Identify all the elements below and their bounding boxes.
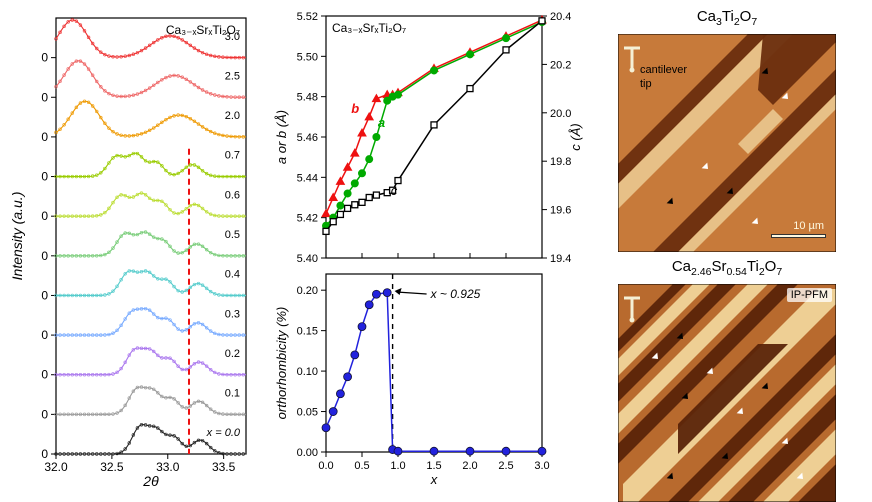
svg-text:1.0: 1.0 [390,460,405,472]
svg-text:2.0: 2.0 [462,460,477,472]
svg-text:c: c [391,183,398,198]
svg-text:0: 0 [41,209,48,223]
svg-text:1.5: 1.5 [426,460,441,472]
scale-bar [771,234,826,238]
svg-text:19.6: 19.6 [550,205,571,217]
svg-text:2.5: 2.5 [498,460,513,472]
svg-text:orthorhombicity (%): orthorhombicity (%) [274,307,289,420]
svg-text:32.5: 32.5 [100,460,124,474]
svg-text:0: 0 [41,368,48,382]
svg-text:5.40: 5.40 [297,253,318,265]
svg-text:0.2: 0.2 [225,348,240,360]
svg-text:33.0: 33.0 [156,460,180,474]
svg-text:c (Å): c (Å) [568,123,583,150]
svg-text:0.15: 0.15 [297,326,318,338]
svg-text:Ca₃₋ₓSrₓTi₂O₇: Ca₃₋ₓSrₓTi₂O₇ [332,21,406,35]
svg-text:2.0: 2.0 [225,110,240,122]
svg-text:x: x [430,472,438,487]
svg-text:3.0: 3.0 [225,31,240,43]
svg-text:0: 0 [41,90,48,104]
svg-text:a: a [378,115,385,130]
svg-text:5.46: 5.46 [297,132,318,144]
svg-text:0: 0 [41,328,48,342]
svg-text:Intensity (a.u.): Intensity (a.u.) [9,192,25,281]
svg-text:0.1: 0.1 [225,388,240,400]
svg-text:0.00: 0.00 [297,447,318,459]
pfm-top-image: cantilever tip 10 µm [618,34,836,252]
svg-text:0: 0 [41,407,48,421]
ip-pfm-tag: IP-PFM [787,288,832,302]
svg-text:0.20: 0.20 [297,285,318,297]
svg-text:b: b [351,101,359,116]
svg-text:5.50: 5.50 [297,51,318,63]
svg-text:2θ: 2θ [142,473,159,489]
svg-text:0.5: 0.5 [225,229,240,241]
svg-text:33.5: 33.5 [212,460,236,474]
pfm-images-panel: Ca3Ti2O7 cantilever tip 10 µm Ca2.46Sr0.… [602,8,852,492]
svg-text:0: 0 [41,447,48,461]
svg-text:5.42: 5.42 [297,213,318,225]
svg-text:20.0: 20.0 [550,108,571,120]
svg-text:5.44: 5.44 [297,172,318,184]
scale-bar-text: 10 µm [793,220,824,232]
svg-text:0: 0 [41,51,48,65]
svg-text:0.10: 0.10 [297,366,318,378]
svg-text:2.5: 2.5 [225,70,240,82]
lattice-params-panel: 5.40 5.42 5.44 5.46 5.48 5.50 5.52 19.4 19.6 19.8… [270,8,590,492]
svg-text:32.0: 32.0 [44,460,68,474]
svg-text:0.05: 0.05 [297,407,318,419]
svg-text:a or b (Å): a or b (Å) [274,110,289,164]
svg-text:5.52: 5.52 [297,11,318,23]
svg-text:3.0: 3.0 [534,460,549,472]
svg-text:0: 0 [41,130,48,144]
xrd-intensity-chart: 32.0 32.5 33.0 33.5 0 0 0 0 0 0 0 0 0 0 0 2θ Intensity (… [8,8,258,492]
svg-text:19.8: 19.8 [550,156,571,168]
svg-text:5.48: 5.48 [297,92,318,104]
svg-text:0.7: 0.7 [225,150,240,162]
svg-text:x ~ 0.925: x ~ 0.925 [430,287,481,301]
svg-text:19.4: 19.4 [550,253,571,265]
svg-text:0.6: 0.6 [225,189,240,201]
svg-text:0.0: 0.0 [318,460,333,472]
pfm-bottom-image: IP-PFM [618,284,836,502]
svg-text:0.3: 0.3 [225,308,240,320]
svg-text:x = 0.0: x = 0.0 [206,427,241,439]
pfm-top-title: Ca3Ti2O7 [697,8,757,28]
svg-text:0: 0 [41,288,48,302]
svg-text:20.4: 20.4 [550,11,571,23]
svg-text:0.4: 0.4 [225,269,240,281]
pfm-bottom-title: Ca2.46Sr0.54Ti2O7 [672,258,782,278]
svg-text:20.2: 20.2 [550,59,571,71]
svg-text:0: 0 [41,170,48,184]
svg-text:0.5: 0.5 [354,460,369,472]
svg-text:0: 0 [41,249,48,263]
